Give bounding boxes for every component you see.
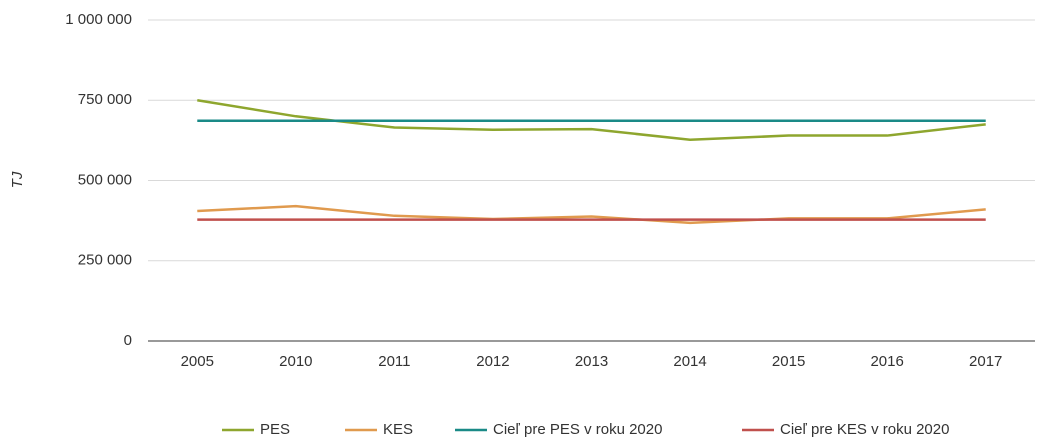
legend-label: KES — [383, 421, 413, 438]
series-line — [197, 204, 986, 225]
x-tick-label: 2017 — [969, 353, 1002, 370]
y-tick-label: 1 000 000 — [65, 11, 132, 28]
x-tick-label: 2016 — [870, 353, 903, 370]
x-tick-label: 2015 — [772, 353, 805, 370]
x-tick-label: 2013 — [575, 353, 608, 370]
x-tick-label: 2005 — [181, 353, 214, 370]
legend-label: Cieľ pre KES v roku 2020 — [780, 421, 949, 438]
x-tick-label: 2012 — [476, 353, 509, 370]
x-tick-label: 2011 — [378, 353, 410, 370]
y-tick-label: 500 000 — [78, 171, 132, 188]
x-tick-label: 2014 — [673, 353, 706, 370]
legend-label: PES — [260, 421, 290, 438]
legend-label: Cieľ pre PES v roku 2020 — [493, 421, 662, 438]
y-axis-title: TJ — [9, 171, 26, 188]
y-tick-label: 250 000 — [78, 252, 132, 269]
x-tick-label: 2010 — [279, 353, 312, 370]
y-tick-label: 750 000 — [78, 91, 132, 108]
y-tick-label: 0 — [124, 332, 132, 349]
